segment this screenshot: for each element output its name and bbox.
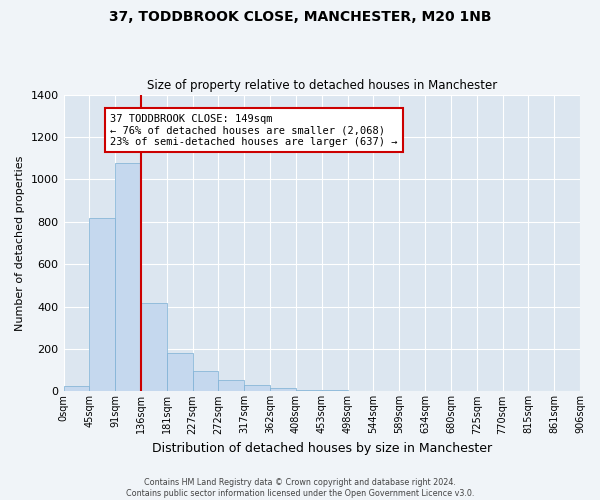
Bar [244, 384, 270, 392]
Bar [193, 371, 218, 392]
Bar [270, 388, 296, 392]
Bar [141, 304, 167, 392]
Y-axis label: Number of detached properties: Number of detached properties [15, 156, 25, 330]
Bar [218, 380, 244, 392]
X-axis label: Distribution of detached houses by size in Manchester: Distribution of detached houses by size … [152, 442, 492, 455]
Text: 37, TODDBROOK CLOSE, MANCHESTER, M20 1NB: 37, TODDBROOK CLOSE, MANCHESTER, M20 1NB [109, 10, 491, 24]
Bar [296, 390, 322, 392]
Text: Contains HM Land Registry data © Crown copyright and database right 2024.
Contai: Contains HM Land Registry data © Crown c… [126, 478, 474, 498]
Bar [167, 353, 193, 392]
Bar [64, 386, 89, 392]
Bar [115, 164, 141, 392]
Text: 37 TODDBROOK CLOSE: 149sqm
← 76% of detached houses are smaller (2,068)
23% of s: 37 TODDBROOK CLOSE: 149sqm ← 76% of deta… [110, 114, 398, 147]
Bar [89, 218, 115, 392]
Bar [322, 390, 347, 392]
Title: Size of property relative to detached houses in Manchester: Size of property relative to detached ho… [146, 79, 497, 92]
